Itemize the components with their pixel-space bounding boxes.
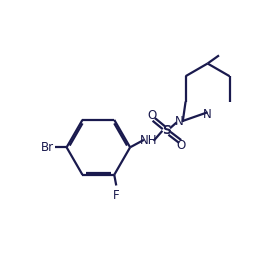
Text: O: O <box>148 109 157 122</box>
Text: N: N <box>175 115 184 128</box>
Text: S: S <box>162 124 172 137</box>
Text: O: O <box>177 139 186 152</box>
Text: N: N <box>203 108 212 121</box>
Text: Br: Br <box>41 141 54 154</box>
Text: NH: NH <box>140 134 157 147</box>
Text: F: F <box>113 188 120 201</box>
